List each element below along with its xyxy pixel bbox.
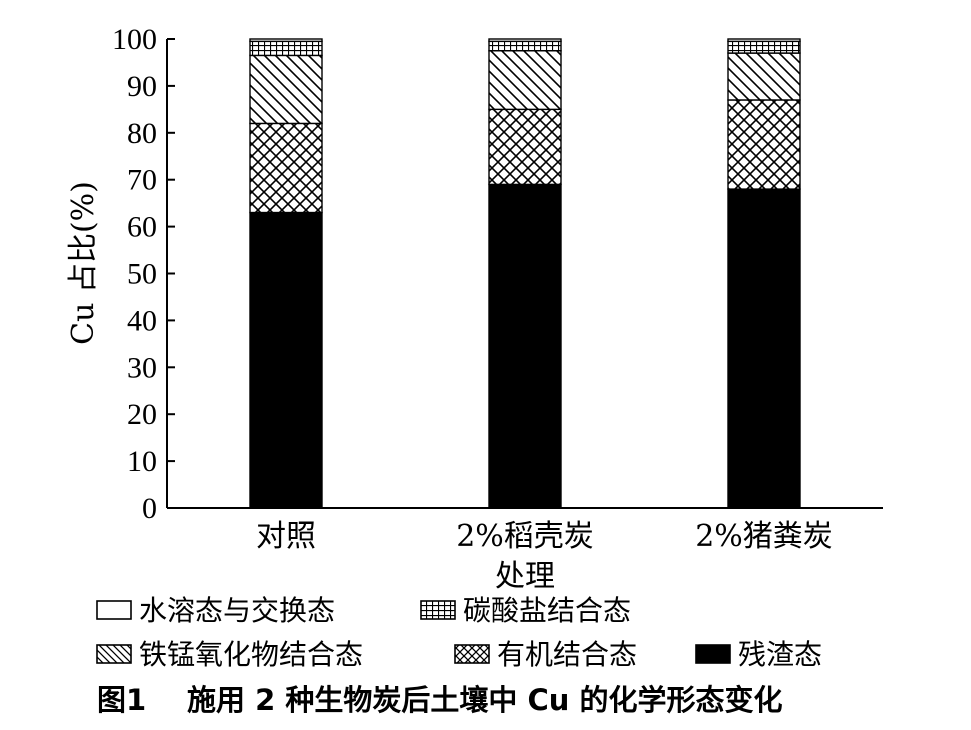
legend-swatch (454, 644, 490, 664)
bar-segment (727, 38, 801, 43)
legend-item: 有机结合态 (454, 638, 637, 671)
x-axis-title: 处理 (495, 559, 555, 594)
y-tick-label: 60 (127, 211, 157, 244)
y-axis-title: Cu 占比(%) (66, 181, 101, 345)
bar-segment (727, 40, 801, 54)
bar-segment (249, 122, 323, 214)
figure-caption-text: 施用 2 种生物炭后土壤中 Cu 的化学形态变化 (187, 683, 783, 717)
legend-label: 碳酸盐结合态 (463, 594, 631, 627)
y-tick-label: 100 (112, 23, 157, 56)
y-tick-label: 20 (127, 398, 157, 431)
x-category-label: 2%稻壳炭 (456, 519, 594, 554)
bar-segment (727, 99, 801, 190)
bar-segment (488, 40, 562, 52)
legend-item: 铁锰氧化物结合态 (96, 638, 363, 671)
bar-segment (249, 211, 323, 509)
bar-segment (727, 52, 801, 101)
y-tick-label: 40 (127, 304, 157, 337)
y-tick-label: 10 (127, 445, 157, 478)
x-category-label: 对照 (256, 519, 316, 554)
legend-swatch (96, 644, 132, 664)
figure-caption-label: 图1 (97, 683, 146, 717)
legend-label: 有机结合态 (497, 638, 637, 671)
bar-segment (488, 38, 562, 43)
y-tick-label: 50 (127, 258, 157, 291)
y-tick-label: 0 (142, 492, 157, 525)
legend-swatch (96, 600, 132, 620)
legend-label: 残渣态 (738, 638, 822, 671)
bar-segment (488, 108, 562, 186)
bar-segment (488, 183, 562, 509)
bar-segment (249, 54, 323, 125)
legend-swatch (420, 600, 456, 620)
bar-segment (249, 38, 323, 43)
x-category-labels: 对照 2%稻壳炭 2%猪粪炭 (256, 519, 833, 554)
x-category-label: 2%猪粪炭 (695, 519, 833, 554)
y-ticks: 0 10 20 30 40 50 60 70 80 90 100 (112, 23, 175, 525)
y-tick-label: 30 (127, 351, 157, 384)
legend-item: 残渣态 (695, 638, 822, 671)
legend-label: 铁锰氧化物结合态 (139, 638, 363, 671)
y-tick-label: 90 (127, 70, 157, 103)
legend-label: 水溶态与交换态 (139, 594, 335, 627)
legend-swatch (695, 644, 731, 664)
bar-stack (249, 38, 323, 509)
y-tick-label: 70 (127, 164, 157, 197)
y-tick-label: 80 (127, 117, 157, 150)
bar-stack (488, 38, 562, 509)
bar-segment (249, 40, 323, 57)
bar-segment (727, 188, 801, 509)
legend-item: 水溶态与交换态 (96, 594, 335, 627)
bars (249, 38, 801, 509)
legend-item: 碳酸盐结合态 (420, 594, 631, 627)
bar-segment (488, 50, 562, 111)
bar-stack (727, 38, 801, 509)
